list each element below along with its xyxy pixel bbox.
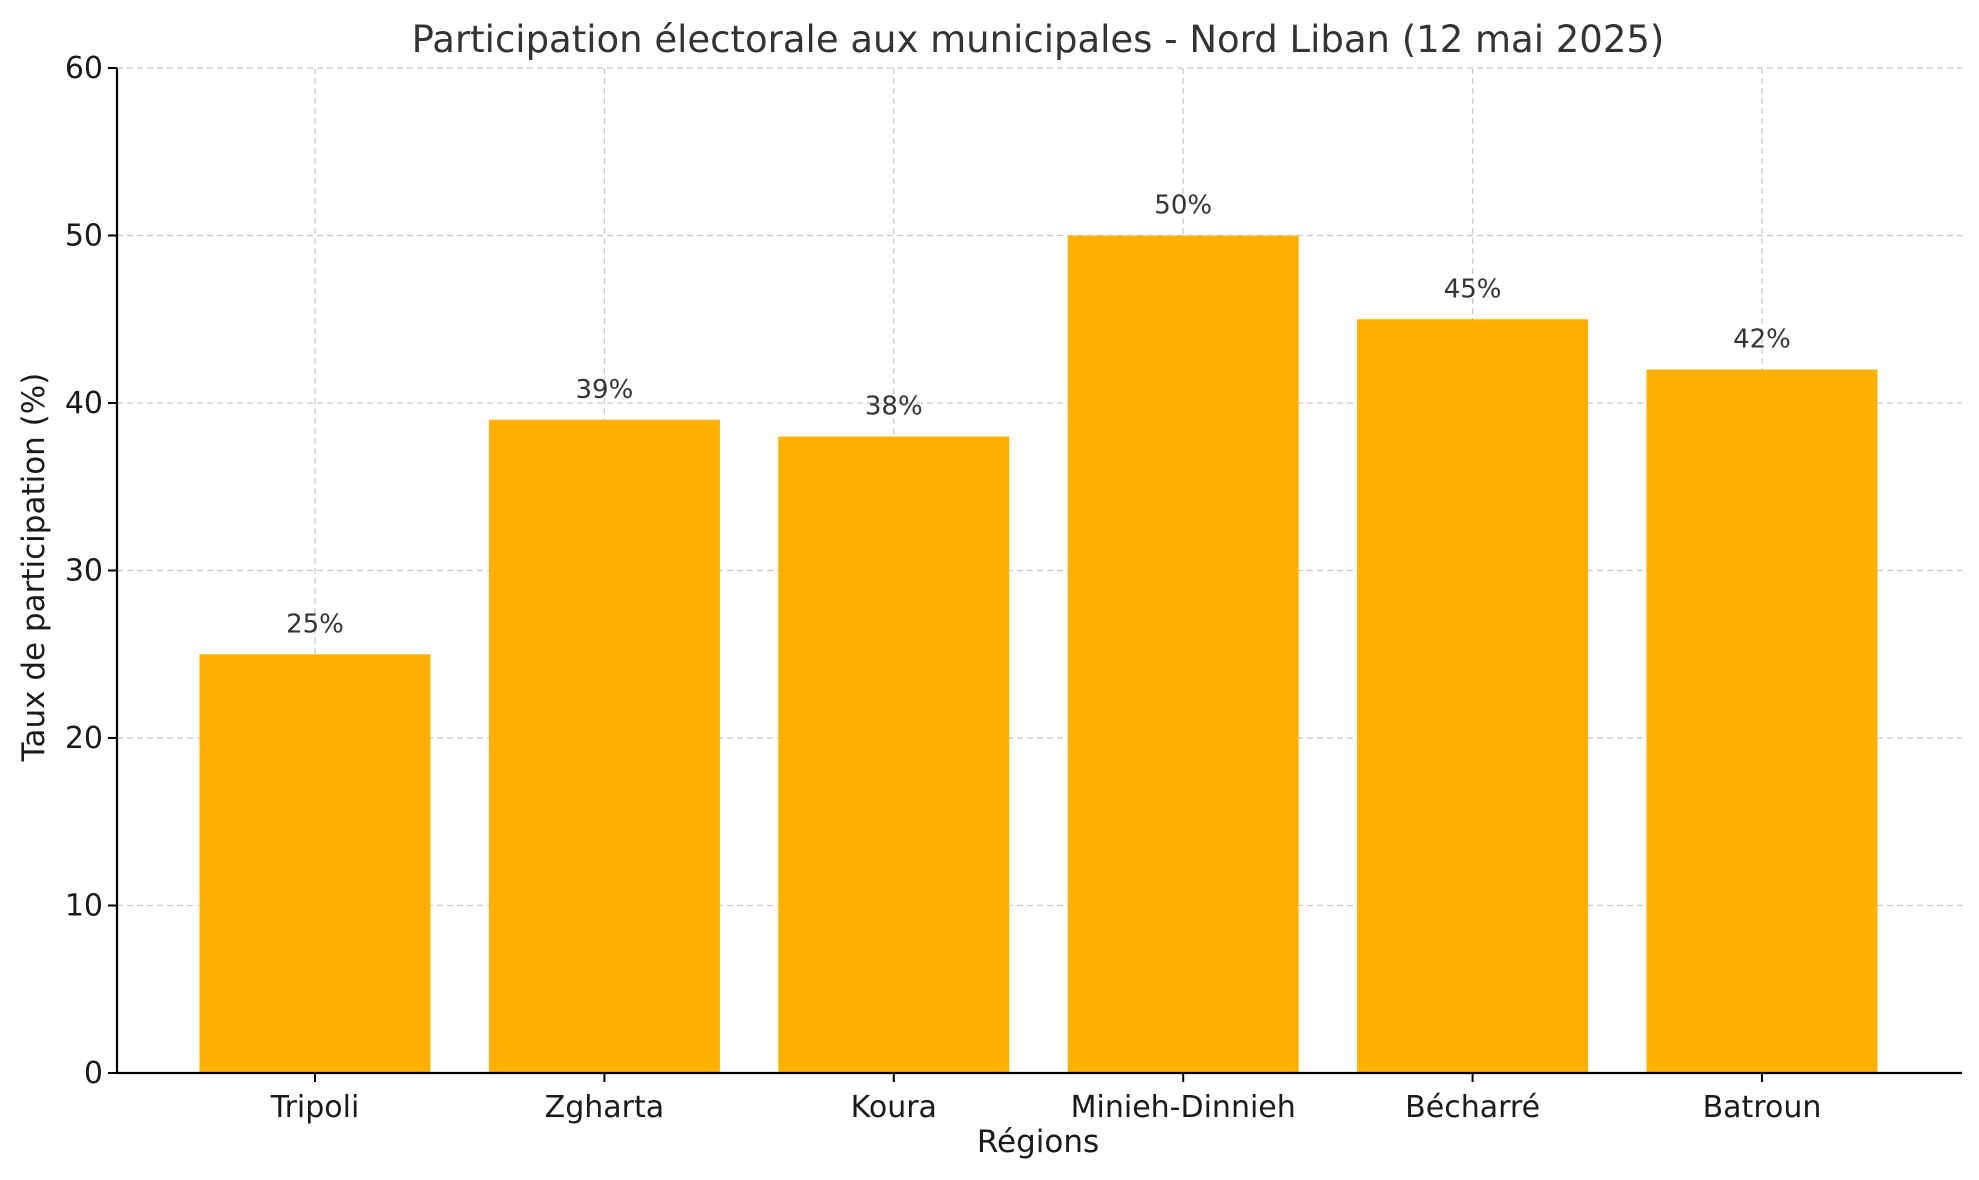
x-tick-label: Minieh-Dinnieh	[1071, 1090, 1296, 1125]
y-tick-label: 40	[65, 386, 103, 421]
y-tick-label: 20	[65, 721, 103, 756]
data-label: 50%	[1154, 191, 1212, 221]
bar-zgharta	[488, 419, 720, 1073]
x-axis-label: Régions	[977, 1124, 1099, 1160]
data-label: 38%	[865, 392, 923, 422]
bar-batroun	[1646, 369, 1878, 1073]
data-label: 42%	[1733, 325, 1791, 355]
bars-layer	[199, 235, 1878, 1073]
y-axis-label: Taux de participation (%)	[16, 373, 52, 763]
ticks-layer: 0 10 20 30 40 50 60 Tripoli Zgharta Koura Minieh-D…	[65, 51, 1822, 1125]
x-tick-label: Batroun	[1703, 1090, 1822, 1125]
data-label: 45%	[1444, 274, 1502, 304]
bar-minieh-dinnieh	[1067, 235, 1299, 1073]
bar-koura	[778, 436, 1010, 1073]
data-label: 39%	[576, 375, 634, 405]
y-tick-label: 10	[65, 889, 103, 924]
y-tick-label: 0	[84, 1056, 103, 1091]
x-tick-label: Tripoli	[270, 1090, 360, 1125]
y-tick-label: 60	[65, 51, 103, 86]
x-tick-label: Bécharré	[1405, 1090, 1540, 1125]
y-tick-label: 50	[65, 219, 103, 254]
y-tick-label: 30	[65, 554, 103, 589]
data-label: 25%	[286, 609, 344, 639]
x-tick-label: Koura	[851, 1090, 937, 1125]
chart-title: Participation électorale aux municipales…	[412, 18, 1665, 61]
x-tick-label: Zgharta	[545, 1090, 664, 1125]
bar-tripoli	[199, 654, 431, 1073]
data-labels-layer: 25% 39% 38% 50% 45% 42%	[286, 191, 1791, 640]
bar-bécharré	[1357, 319, 1589, 1073]
